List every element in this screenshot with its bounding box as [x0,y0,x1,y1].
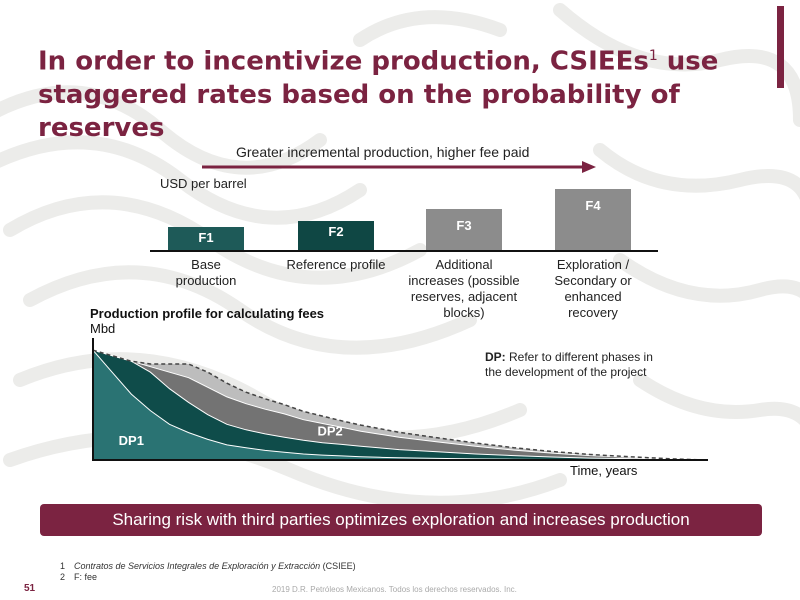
page-number: 51 [24,583,36,594]
fee-bar-f3 [426,208,502,250]
series-label-dp3: DP3 [383,407,408,422]
fee-description-f2-line-1: Reference profile [286,257,386,272]
fee-description-f4-line-4: recovery [568,305,618,320]
footnote-1: 1 Contratos de Servicios Integrales de Ex… [60,561,356,571]
fee-description-f4-line-2: Secondary or [554,273,632,288]
fee-bar-label-f4: F4 [585,198,601,214]
boundary-line-dp3 [92,349,706,461]
fee-description-f3-line-4: blocks) [443,305,485,320]
profile-y-axis-label: Mbd [90,321,116,336]
fee-description-f3-line-1: Additional [435,257,493,272]
fee-bar-label-f3: F3 [456,217,472,233]
fee-description-f3-line-2: increases (possible [408,273,520,288]
page-title: In order to incentivize production, CSIE… [38,46,719,143]
dp-note: DP: Refer to different phases in the dev… [485,350,653,379]
fee-bar-f4 [555,189,631,250]
profile-x-axis-label: Time, years [570,463,638,478]
boundary-line-dp2 [92,349,706,461]
fee-bar-f2 [298,221,374,250]
fee-baseline [150,250,658,252]
fee-description-f4-line-1: Exploration / [556,257,630,272]
total-outline [92,349,706,461]
fee-bar-f1 [168,227,244,250]
series-label-dp1: DP1 [119,433,144,448]
arrow-label: Greater incremental production, higher f… [236,144,530,160]
risk-sharing-banner: Sharing risk with third parties optimize… [40,504,762,536]
profile-chart-title: Production profile for calculating fees [90,306,325,321]
fee-y-axis-label: USD per barrel [160,176,247,191]
fee-description-f4-line-3: enhanced [564,289,622,304]
fee-bar-label-f1: F1 [198,230,214,245]
fee-bar-label-f2: F2 [328,224,344,240]
area-dp2 [93,350,705,460]
fee-description-f1-line-1: Base [191,257,221,272]
profile-axes [92,338,708,461]
area-dp1 [93,350,705,460]
footnote-2: 2 F: fee [60,572,98,582]
footnotes: 1 Contratos de Servicios Integrales de Ex… [60,561,356,583]
accent-bar [777,6,784,88]
series-label-dp2: DP2 [317,423,342,438]
arrow-right-icon [202,161,596,173]
fee-description-f3-line-3: reserves, adjacent [410,289,518,304]
series-label-dp4: DP4 [383,386,409,401]
fee-description-f1-line-2: production [175,273,237,288]
copyright: 2019 D.R. Petróleos Mexicanos. Todos los… [272,585,517,594]
